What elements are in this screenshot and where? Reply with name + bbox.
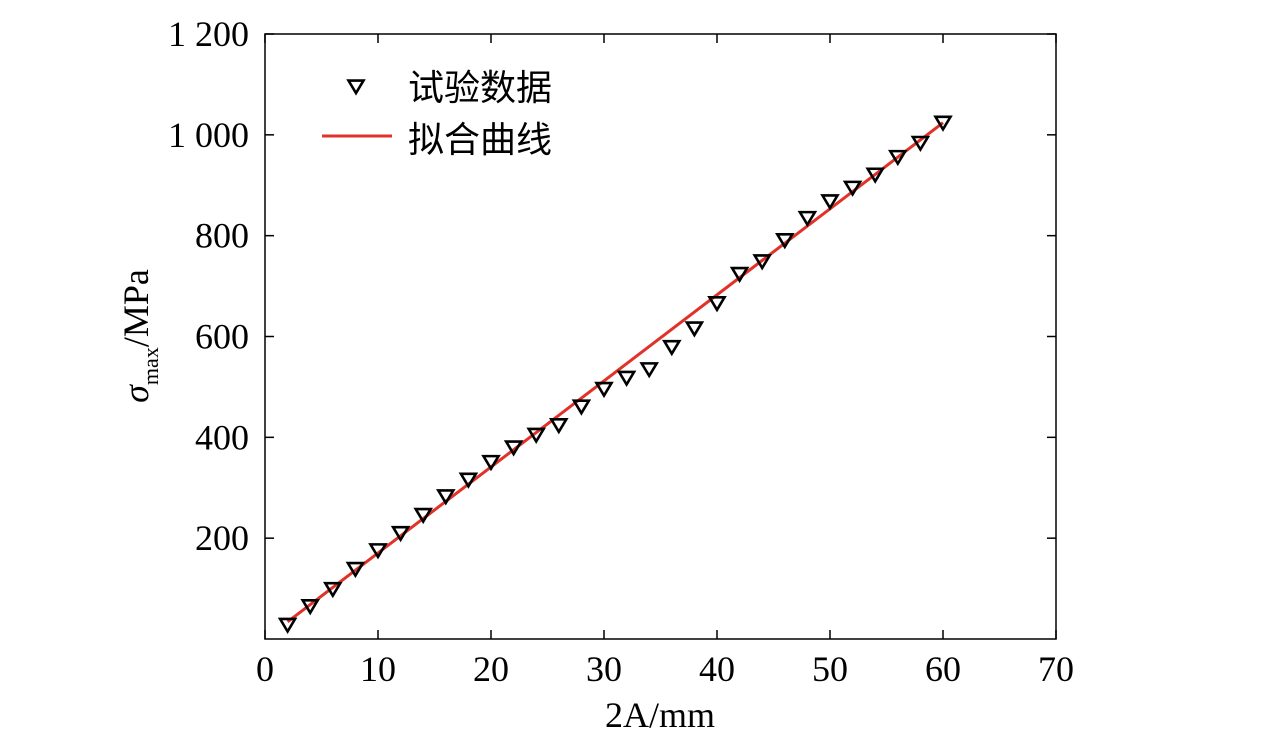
x-tick-label-4: 40 (699, 649, 735, 689)
data-point-5 (390, 525, 411, 543)
data-point-13 (571, 399, 592, 416)
y-axis-title-sigma: σ (116, 384, 156, 403)
data-point-2 (323, 581, 343, 599)
marks-layer (277, 115, 953, 635)
data-point-7 (436, 489, 456, 506)
y-axis-title: σmax/MPa (116, 269, 163, 403)
x-tick-label-1: 10 (360, 649, 396, 689)
data-point-6 (413, 507, 433, 525)
svg-text:σmax/MPa: σmax/MPa (116, 269, 163, 403)
data-point-12 (549, 418, 569, 435)
data-point-4 (368, 543, 388, 560)
data-point-0 (277, 617, 298, 635)
legend-label-test-data: 试验数据 (408, 68, 552, 109)
data-point-23 (797, 210, 818, 228)
x-tick-label-3: 30 (586, 649, 622, 689)
data-point-18 (684, 321, 705, 338)
data-point-19 (707, 296, 727, 313)
data-point-17 (662, 339, 682, 357)
y-tick-label-5: 1 200 (168, 14, 249, 54)
data-point-1 (300, 599, 320, 616)
data-point-16 (639, 362, 659, 379)
data-point-22 (775, 233, 795, 250)
legend-label-fit-curve: 拟合曲线 (408, 120, 552, 161)
ticks-layer: 0 10 20 30 40 50 60 70 200 400 600 800 1 000 1 200 (168, 14, 1074, 689)
y-axis-title-unit: /MPa (116, 269, 156, 347)
legend: 试验数据 拟合曲线 (322, 68, 552, 161)
data-point-8 (458, 472, 479, 489)
data-point-24 (820, 194, 840, 211)
data-point-28 (910, 135, 931, 153)
data-point-14 (594, 381, 614, 399)
data-point-26 (865, 167, 885, 184)
data-point-25 (842, 180, 863, 197)
x-tick-label-0: 0 (256, 649, 274, 689)
y-tick-label-3: 800 (195, 216, 249, 256)
y-axis-title-subscript: max (138, 347, 163, 385)
legend-marker-test-data (346, 79, 366, 96)
y-tick-label-0: 200 (195, 518, 249, 558)
data-point-9 (481, 454, 501, 472)
y-tick-label-4: 1 000 (168, 115, 249, 155)
x-tick-label-2: 20 (473, 649, 509, 689)
data-point-29 (933, 115, 953, 132)
x-tick-label-7: 70 (1038, 649, 1074, 689)
x-tick-label-6: 60 (925, 649, 961, 689)
x-tick-label-5: 50 (812, 649, 848, 689)
fit-line (286, 121, 944, 624)
data-point-27 (888, 149, 908, 167)
data-point-10 (503, 440, 524, 457)
data-point-11 (526, 427, 546, 444)
y-tick-label-1: 400 (195, 417, 249, 457)
data-point-15 (616, 370, 637, 387)
x-axis-title: 2A/mm (605, 695, 715, 735)
y-tick-label-2: 600 (195, 317, 249, 357)
data-point-21 (752, 254, 772, 271)
data-point-20 (729, 266, 750, 284)
data-point-3 (345, 561, 366, 579)
